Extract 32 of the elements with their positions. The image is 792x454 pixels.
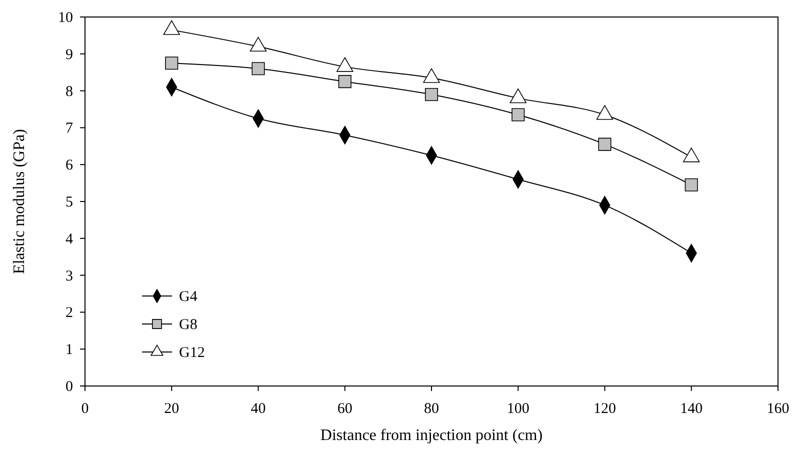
x-tick-label: 80 [424,401,439,417]
x-tick-label: 20 [164,401,180,417]
x-tick-label: 60 [337,401,352,417]
y-tick-label: 9 [66,46,73,63]
point [684,178,698,192]
point [338,75,352,88]
y-tick-label: 6 [66,158,74,174]
y-tick-label: 2 [66,305,73,322]
legend-label: G4 [179,289,198,305]
point [598,138,612,151]
legend-label: G12 [179,345,205,361]
y-tick-label: 8 [66,84,73,100]
y-tick-label: 5 [66,194,73,210]
x-tick-label: 140 [680,401,703,417]
y-tick-label: 10 [58,10,73,26]
y-axis-title: Elastic modulus (GPa) [11,129,28,274]
point [165,56,178,70]
point [424,88,438,102]
x-tick-label: 120 [594,401,616,417]
x-tick-label: 0 [81,401,89,417]
point [512,108,525,122]
point [252,62,265,76]
x-tick-label: 100 [506,401,530,417]
x-tick-label: 160 [766,401,790,417]
y-tick-label: 0 [66,379,73,395]
y-tick-label: 7 [66,120,74,137]
x-axis-title: Distance from injection point (cm) [320,427,543,444]
x-tick-label: 40 [250,401,266,417]
y-tick-label: 3 [66,268,73,284]
y-tick-label: 4 [66,231,74,248]
y-tick-label: 1 [66,342,73,358]
legend-label: G8 [179,317,198,333]
